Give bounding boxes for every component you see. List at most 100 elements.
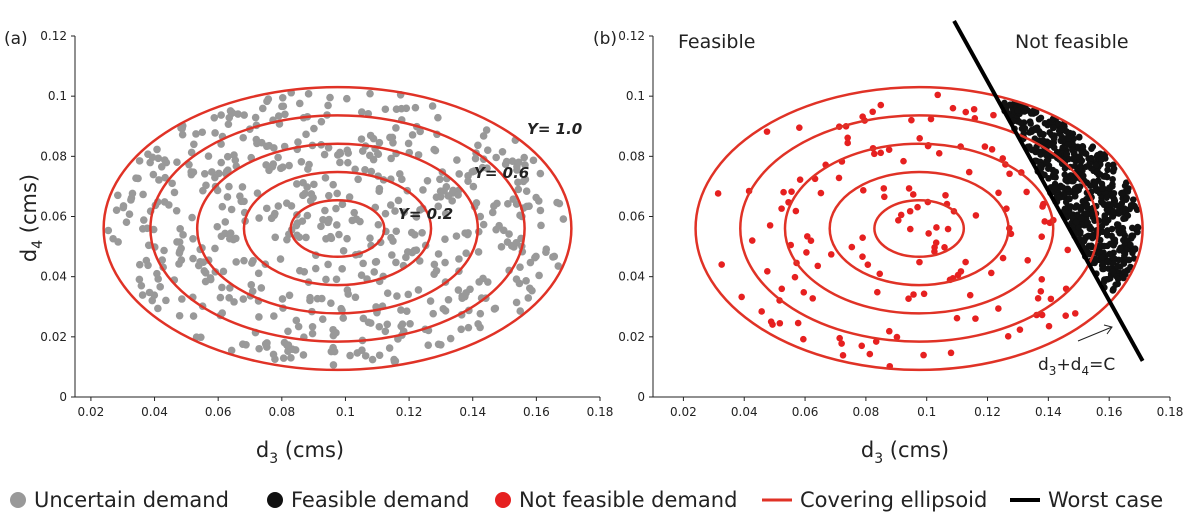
y-tick-label: 0.1 [48, 89, 67, 103]
x-tick-label: 0.1 [336, 405, 355, 419]
uncertain-demand-point [297, 158, 306, 166]
not-feasible-demand-point [1016, 326, 1024, 333]
feasible-demand-point [1110, 285, 1117, 293]
feasible-demand-point [1037, 114, 1045, 122]
uncertain-demand-point [478, 163, 487, 172]
feasible-demand-point [1077, 203, 1084, 211]
uncertain-demand-point [524, 294, 533, 302]
uncertain-demand-point [436, 192, 445, 201]
uncertain-demand-point [536, 169, 545, 178]
not-feasible-demand-point [1038, 233, 1046, 241]
uncertain-demand-point [386, 201, 395, 209]
x-tick-label: 0.14 [459, 405, 486, 419]
not-feasible-demand-point [972, 315, 979, 322]
uncertain-demand-point [293, 180, 301, 188]
uncertain-demand-point [336, 158, 344, 167]
not-feasible-demand-point [1062, 312, 1069, 319]
uncertain-demand-point [402, 104, 411, 113]
uncertain-demand-point [255, 214, 263, 222]
feasible-demand-point [1026, 118, 1034, 125]
uncertain-demand-point [239, 295, 248, 303]
not-feasible-demand-point [942, 191, 949, 199]
feasible-demand-point [1091, 255, 1099, 263]
uncertain-demand-point [400, 208, 409, 217]
uncertain-demand-point [339, 314, 348, 322]
uncertain-demand-point [211, 244, 219, 253]
uncertain-demand-point [403, 307, 411, 315]
panel-b: (b) 0.02 0.04 0.06 0.08 0.1 0.12 0.14 0.16 0.18 … [593, 19, 1184, 467]
uncertain-demand-point [287, 202, 296, 210]
uncertain-demand-point [497, 243, 506, 251]
legend-label-not-feasible: Not feasible demand [519, 488, 737, 512]
not-feasible-demand-point [931, 248, 938, 255]
uncertain-demand-point [225, 182, 233, 191]
feasible-demand-point [1083, 203, 1090, 211]
worst-case-equation-label: d3+d4=C [1038, 355, 1115, 378]
feasible-demand-point [1104, 258, 1112, 266]
uncertain-demand-point [292, 221, 301, 230]
uncertain-demand-point [218, 283, 226, 292]
feasible-demand-point [1075, 153, 1082, 161]
feasible-demand-point [1123, 194, 1130, 202]
feasible-demand-point [1104, 201, 1112, 208]
uncertain-demand-point [406, 319, 414, 328]
uncertain-demand-point [359, 259, 367, 268]
uncertain-demand-point [388, 133, 397, 142]
uncertain-demand-point [279, 354, 288, 362]
uncertain-demand-point [412, 212, 420, 221]
not-feasible-demand-point [966, 291, 974, 299]
uncertain-demand-point [149, 225, 158, 234]
not-feasible-demand-point [935, 150, 943, 157]
uncertain-demand-point [441, 209, 450, 218]
uncertain-demand-point [404, 139, 413, 148]
gamma-label-02: Υ= 0.2 [398, 205, 453, 223]
uncertain-demand-point [144, 150, 152, 158]
uncertain-demand-point [345, 193, 354, 201]
uncertain-demand-point [348, 216, 357, 225]
uncertain-demand-point [139, 216, 148, 224]
y-tick-label: 0.12 [618, 29, 645, 43]
uncertain-demand-point [536, 206, 545, 215]
feasible-demand-point [1099, 253, 1107, 261]
uncertain-demand-point [483, 146, 492, 155]
not-feasible-demand-point [748, 237, 756, 244]
uncertain-demand-point [426, 297, 435, 305]
uncertain-demand-point [327, 347, 336, 356]
x-tick-label: 0.18 [587, 405, 614, 419]
legend-marker-uncertain [10, 492, 26, 508]
uncertain-demand-point [476, 309, 485, 318]
feasible-demand-point [1099, 185, 1106, 192]
uncertain-demand-point [218, 309, 227, 317]
uncertain-demand-point [350, 208, 359, 217]
uncertain-demand-point [404, 290, 413, 299]
uncertain-demand-point [327, 299, 335, 308]
uncertain-demand-point [474, 248, 483, 256]
panel-a-ellipses [102, 85, 573, 372]
x-tick-label: 0.04 [141, 405, 168, 419]
not-feasible-demand-point [859, 253, 866, 260]
uncertain-demand-point [472, 199, 481, 207]
not-feasible-demand-point [794, 319, 802, 327]
uncertain-demand-point [137, 281, 146, 290]
uncertain-demand-point [375, 351, 384, 360]
y-tick-label: 0.1 [626, 89, 645, 103]
uncertain-demand-point [199, 258, 208, 267]
uncertain-demand-point [274, 153, 282, 162]
not-feasible-demand-point [776, 319, 784, 327]
feasible-demand-point [1069, 141, 1077, 149]
uncertain-demand-point [216, 293, 225, 302]
not-feasible-demand-point [1041, 218, 1049, 225]
uncertain-demand-point [370, 268, 379, 276]
uncertain-demand-point [324, 101, 332, 110]
x-tick-label: 0.18 [1157, 405, 1184, 419]
uncertain-demand-point [408, 131, 417, 139]
uncertain-demand-point [416, 127, 424, 136]
y-tick-label: 0.06 [618, 210, 645, 224]
uncertain-demand-point [280, 338, 289, 347]
not-feasible-demand-point [791, 273, 799, 281]
not-feasible-demand-point [914, 203, 921, 211]
uncertain-demand-point [361, 165, 369, 174]
not-feasible-demand-point [778, 205, 785, 212]
uncertain-demand-point [276, 255, 285, 263]
uncertain-demand-point [339, 247, 348, 255]
